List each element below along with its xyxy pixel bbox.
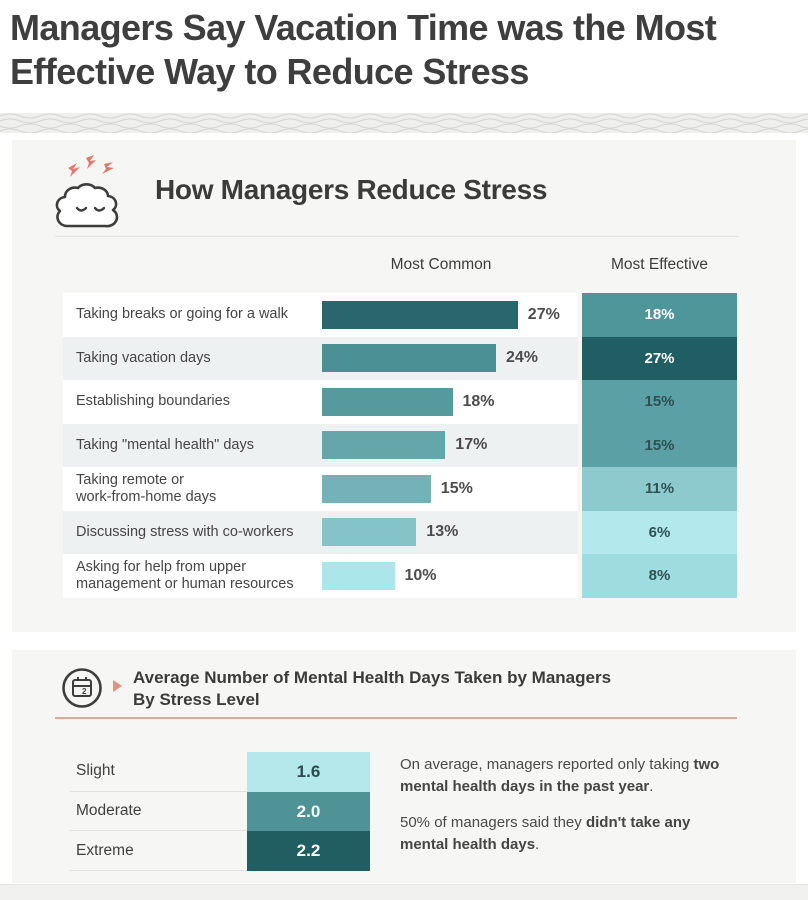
bar-area: 27% [322,293,578,337]
common-value: 13% [426,523,459,541]
row-label-line1: Taking "mental health" days [76,436,254,453]
mental-days-title-line1: Average Number of Mental Health Days Tak… [133,668,612,687]
common-bar [322,344,496,373]
page-title: Managers Say Vacation Time was the Most … [10,7,717,92]
row-label: Asking for help from upper management or … [63,554,322,598]
common-bar [322,300,518,329]
common-value: 18% [462,392,495,410]
row-label: Discussing stress with co-workers [63,511,322,555]
note-paragraph: 50% of managers said they didn't take an… [400,812,732,856]
common-bar [322,561,395,590]
row-label: Taking vacation days [63,337,322,381]
common-value: 10% [404,566,437,584]
bar-area: 13% [322,511,578,555]
note-text: . [535,836,540,853]
common-value: 15% [440,479,473,497]
row-label-line1: Taking remote or [76,471,184,488]
effective-cell: 6% [582,510,737,554]
stress-level-row: Moderate 2.0 [70,791,370,832]
row-stripe: Taking breaks or going for a walk 27% [63,293,578,337]
row-stripe: Taking "mental health" days 17% [63,423,578,468]
stress-level-row: Extreme 2.2 [70,831,370,872]
row-stripe: Establishing boundaries 18% [63,380,578,424]
header-divider [55,236,739,237]
column-header-most-effective: Most Effective [610,256,709,273]
row-label-line1: Asking for help from upper [76,558,247,575]
row-label-line1: Discussing stress with co-workers [76,523,294,540]
how-managers-reduce-stress-card: How Managers Reduce Stress Most Common M… [12,140,796,632]
note-text: didn't take any mental health days [400,814,691,853]
bar-area: 17% [322,424,578,468]
svg-text:2: 2 [82,687,87,696]
common-bar [322,431,446,460]
chart-rows: Taking breaks or going for a walk 27% 18% T… [63,293,757,598]
effective-cell: 15% [582,380,737,424]
effective-cell: 18% [582,293,737,337]
stress-level-label: Slight [70,752,247,792]
wave-pattern-divider [0,113,808,133]
common-bar [322,474,431,503]
stress-level-value: 2.0 [247,791,370,832]
notes: On average, managers reported only takin… [400,754,732,870]
chart-row: Discussing stress with co-workers 13% 6% [63,510,757,555]
bar-area: 24% [322,337,578,381]
mental-days-title-line2: By Stress Level [133,690,260,709]
stress-level-label: Moderate [70,792,247,832]
row-stripe: Taking remote or work-from-home days 15% [63,467,578,511]
chart-row: Asking for help from upper management or … [63,554,757,598]
effective-cell: 15% [582,423,737,467]
stress-level-rows: Slight 1.6 Moderate 2.0 Extreme 2.2 [70,752,370,872]
brain-cloud-icon [55,155,119,228]
common-bar [322,518,417,547]
chart-title: How Managers Reduce Stress [155,174,548,205]
arrow-right-icon [113,680,122,692]
row-label: Taking breaks or going for a walk [63,293,322,337]
common-value: 17% [455,436,488,454]
note-text: 50% of managers said they [400,814,586,831]
chart-row: Taking breaks or going for a walk 27% 18% [63,293,757,337]
bar-area: 18% [322,380,578,424]
note-text: On average, managers reported only takin… [400,756,694,773]
row-stripe: Discussing stress with co-workers 13% [63,510,578,555]
bottom-section-strip [0,884,808,900]
effective-cell: 11% [582,467,737,511]
common-value: 24% [506,349,539,367]
row-label-line1: Taking vacation days [76,349,211,366]
row-label-line1: Taking breaks or going for a walk [76,306,288,323]
salmon-underline [55,717,737,719]
calendar-icon: 2 [62,668,102,708]
row-label: Taking remote or work-from-home days [63,467,322,511]
mental-days-title: Average Number of Mental Health Days Tak… [133,667,611,711]
chart-row: Taking remote or work-from-home days 15% 11… [63,467,757,511]
row-label: Taking "mental health" days [63,424,322,468]
chart-row: Establishing boundaries 18% 15% [63,380,757,424]
chart-row: Taking vacation days 24% 27% [63,336,757,381]
row-stripe: Taking vacation days 24% [63,336,578,381]
row-label: Establishing boundaries [63,380,322,424]
chart-row: Taking "mental health" days 17% 15% [63,423,757,468]
stress-level-value: 1.6 [247,752,370,792]
common-bar [322,387,453,416]
common-value: 27% [527,305,560,323]
stress-level-row: Slight 1.6 [70,752,370,792]
bar-area: 15% [322,467,578,511]
note-text: two mental health days in the past year [400,756,720,795]
row-label-line2: work-from-home days [76,488,217,505]
row-stripe: Asking for help from upper management or … [63,554,578,598]
bar-area: 10% [322,554,578,598]
stress-level-value: 2.2 [247,831,370,872]
column-header-most-common: Most Common [390,256,492,273]
note-paragraph: On average, managers reported only takin… [400,754,732,798]
row-label-line1: Establishing boundaries [76,393,230,410]
stress-level-label: Extreme [70,831,247,872]
note-text: . [649,778,654,795]
row-label-line2: management or human resources [76,575,294,592]
effective-cell: 8% [582,554,737,598]
mental-health-days-card: 2 Average Number of Mental Health Days T… [12,650,796,883]
effective-cell: 27% [582,336,737,380]
